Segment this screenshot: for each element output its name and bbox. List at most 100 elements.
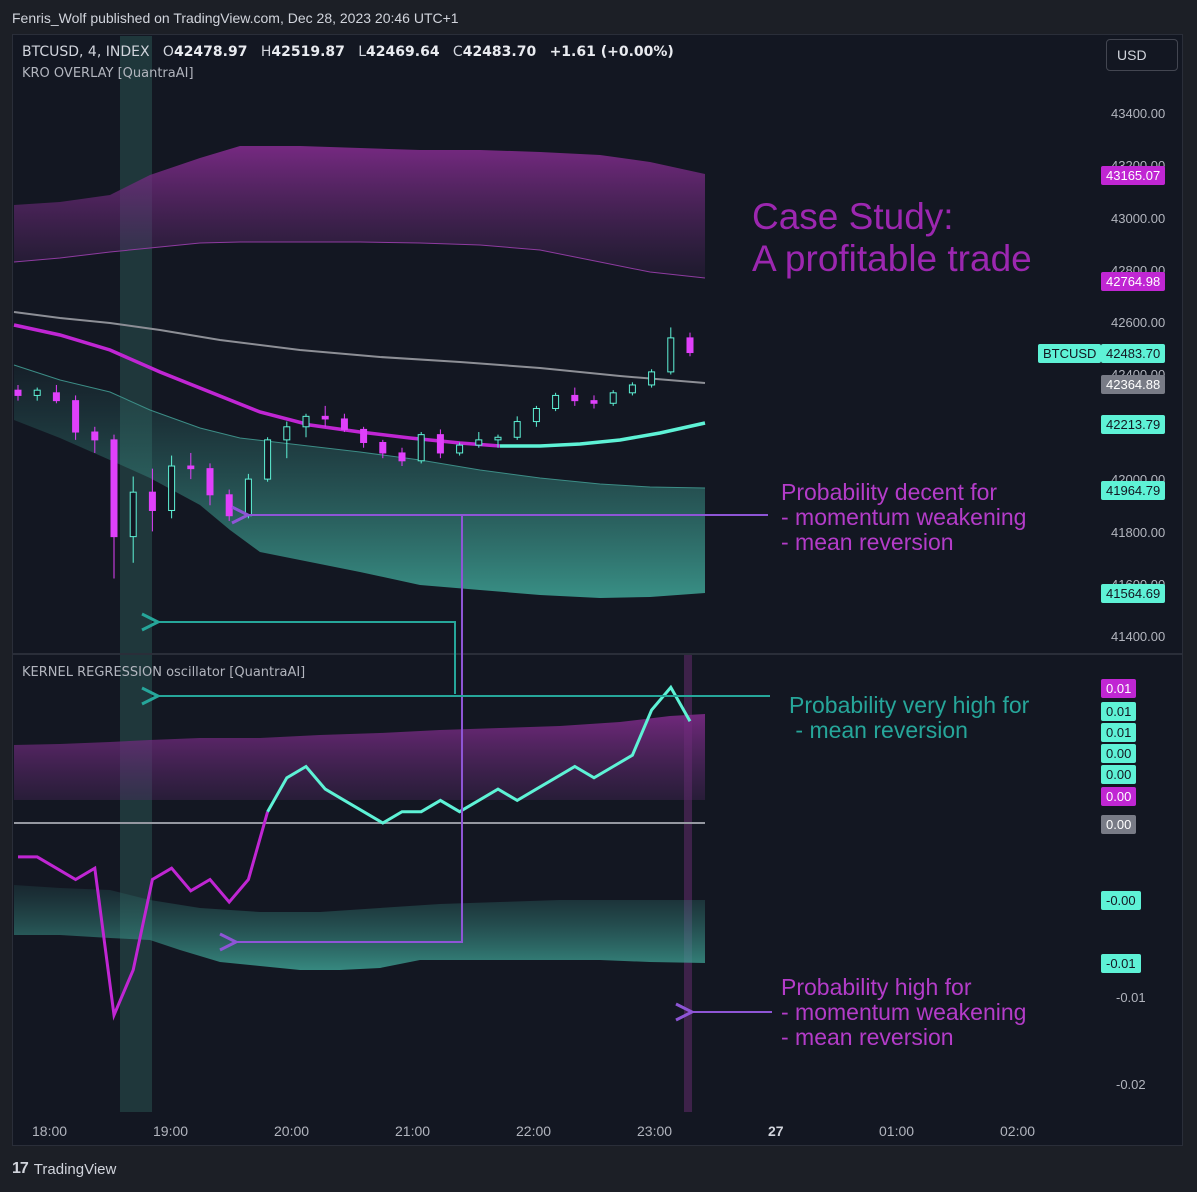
tradingview-logo-icon[interactable]: 17 (12, 1160, 29, 1177)
candle-body (571, 394, 579, 402)
osc-tag: 0.00 (1101, 744, 1137, 763)
annotation-decent: Probability decent for - momentum weaken… (781, 480, 1026, 555)
indicator-oscillator-label[interactable]: KERNEL REGRESSION oscillator [QuantraAI] (22, 665, 306, 680)
annotation-line: Probability high for (781, 974, 972, 1000)
osc-tag: 0.01 (1101, 723, 1137, 742)
candle-body (648, 371, 656, 386)
candle-body (398, 452, 406, 462)
lower-band-fill (14, 365, 705, 598)
osc-tag: -0.01 (1101, 954, 1141, 973)
candle-body (513, 421, 521, 438)
price-tick: 42600.00 (1111, 315, 1166, 330)
candle-body (91, 431, 99, 441)
annotation-line: - momentum weakening (781, 504, 1027, 530)
candle-body (244, 478, 252, 517)
footer-brand[interactable]: TradingView (33, 1160, 117, 1178)
candle-body (475, 439, 483, 446)
osc-tag: 0.01 (1101, 702, 1137, 721)
osc-tag: 0.01 (1101, 679, 1137, 698)
connector-teal-1 (158, 622, 456, 694)
candle-body (206, 468, 214, 496)
price-tick: 43000.00 (1111, 211, 1166, 226)
candle-body (436, 434, 444, 454)
candle-body (552, 394, 560, 409)
time-tick: 18:00 (32, 1123, 68, 1139)
time-tick: 20:00 (274, 1123, 310, 1139)
candle-body (110, 439, 118, 538)
osc-tag: 0.00 (1101, 787, 1137, 806)
candle-body (14, 389, 22, 396)
close-value: 42483.70 (462, 44, 537, 60)
osc-upper-band-fill (14, 714, 705, 800)
candle-body (33, 389, 41, 396)
candle-body (532, 407, 540, 423)
candle-body (379, 441, 387, 454)
osc-tag: 0.00 (1101, 815, 1137, 834)
low-label: L (358, 44, 367, 60)
price-tag-upper: 43165.07 (1101, 166, 1166, 185)
price-tick: 41400.00 (1111, 629, 1166, 644)
open-label: O (162, 44, 174, 60)
price-tag-ma: 42364.88 (1101, 375, 1166, 394)
kernel-line-purple (13, 323, 501, 448)
lower-band-line (13, 364, 706, 489)
price-tag-upper-inner: 42764.98 (1101, 272, 1166, 291)
candle-body (168, 465, 176, 511)
candle-body (283, 426, 291, 441)
annotation-line: Probability decent for (781, 479, 998, 505)
osc-lower-band-fill (14, 885, 705, 970)
candle-body (264, 439, 272, 480)
candle-body (340, 418, 348, 430)
oscillator-line (18, 811, 270, 1021)
candle-body (52, 392, 60, 402)
annotation-line: - mean reversion (781, 1024, 954, 1050)
osc-tick: -0.01 (1116, 990, 1146, 1005)
candle-body (72, 400, 80, 433)
annotation-line: - momentum weakening (781, 999, 1027, 1025)
highlight-column-2 (684, 655, 692, 1112)
close-label: C (452, 44, 463, 60)
case-study-line2: A profitable trade (752, 238, 1032, 279)
annotation-very-high: Probability very high for - mean reversi… (789, 693, 1029, 743)
price-tag-kernel: 42213.79 (1101, 415, 1166, 434)
connector-purple-1 (236, 514, 768, 942)
oscillator-line-teal (266, 684, 692, 825)
annotation-line: Probability very high for (789, 692, 1030, 718)
footer: 17 TradingView (12, 1160, 116, 1178)
price-tag-lower: 41564.69 (1101, 584, 1166, 603)
candle-body (187, 465, 195, 470)
price-tick: 41800.00 (1111, 525, 1166, 540)
change-value: +1.61 (+0.00%) (549, 44, 674, 60)
candle-body (225, 494, 233, 517)
candle-body (628, 384, 636, 394)
candle-body (360, 428, 368, 443)
case-study-line1: Case Study: (752, 196, 954, 237)
candle-body (686, 337, 694, 354)
slow-ma-line (13, 311, 706, 384)
time-tick: 22:00 (516, 1123, 552, 1139)
osc-tag: -0.00 (1101, 891, 1141, 910)
candles-group (14, 327, 694, 579)
time-tick: 27 (768, 1123, 784, 1139)
indicator-overlay-label[interactable]: KRO OVERLAY [QuantraAI] (22, 66, 194, 81)
candle-body (302, 415, 310, 428)
low-value: 42469.64 (366, 44, 440, 60)
currency-button[interactable]: USD (1106, 39, 1178, 71)
annotation-line: - mean reversion (789, 717, 968, 743)
ohlc-legend: BTCUSD, 4, INDEX O42478.97 H42519.87 L42… (22, 44, 674, 60)
candle-body (456, 444, 464, 454)
candle-body (148, 491, 156, 511)
upper-band-line (13, 241, 706, 279)
publisher-line: Fenris_Wolf published on TradingView.com… (12, 10, 459, 26)
high-label: H (260, 44, 272, 60)
candle-body (667, 337, 675, 373)
osc-tag: 0.00 (1101, 765, 1137, 784)
candle-body (129, 491, 137, 538)
symbol-label[interactable]: BTCUSD, 4, INDEX (22, 44, 150, 60)
time-tick: 01:00 (879, 1123, 915, 1139)
case-study-title: Case Study: A profitable trade (752, 196, 1032, 280)
annotation-line: - mean reversion (781, 529, 954, 555)
time-tick: 23:00 (637, 1123, 673, 1139)
osc-tick: -0.02 (1116, 1077, 1146, 1092)
